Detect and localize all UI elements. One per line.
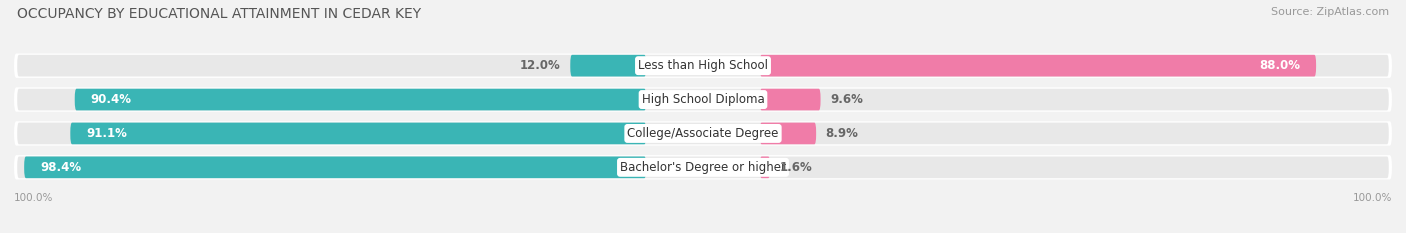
Text: 1.6%: 1.6% (779, 161, 813, 174)
Text: High School Diploma: High School Diploma (641, 93, 765, 106)
Text: Less than High School: Less than High School (638, 59, 768, 72)
FancyBboxPatch shape (759, 123, 815, 144)
FancyBboxPatch shape (70, 123, 647, 144)
FancyBboxPatch shape (571, 55, 647, 76)
Text: Bachelor's Degree or higher: Bachelor's Degree or higher (620, 161, 786, 174)
FancyBboxPatch shape (17, 157, 1389, 178)
FancyBboxPatch shape (14, 121, 1392, 146)
Text: 9.6%: 9.6% (830, 93, 863, 106)
Text: 100.0%: 100.0% (14, 193, 53, 203)
Text: 12.0%: 12.0% (520, 59, 561, 72)
FancyBboxPatch shape (759, 55, 1316, 76)
FancyBboxPatch shape (17, 123, 1389, 144)
Text: OCCUPANCY BY EDUCATIONAL ATTAINMENT IN CEDAR KEY: OCCUPANCY BY EDUCATIONAL ATTAINMENT IN C… (17, 7, 420, 21)
Text: 90.4%: 90.4% (90, 93, 132, 106)
FancyBboxPatch shape (14, 87, 1392, 112)
Text: 98.4%: 98.4% (39, 161, 82, 174)
FancyBboxPatch shape (759, 89, 821, 110)
FancyBboxPatch shape (759, 157, 770, 178)
Text: 100.0%: 100.0% (1353, 193, 1392, 203)
FancyBboxPatch shape (17, 55, 1389, 76)
FancyBboxPatch shape (75, 89, 647, 110)
Text: Source: ZipAtlas.com: Source: ZipAtlas.com (1271, 7, 1389, 17)
Text: College/Associate Degree: College/Associate Degree (627, 127, 779, 140)
FancyBboxPatch shape (17, 89, 1389, 110)
FancyBboxPatch shape (24, 157, 647, 178)
Text: 8.9%: 8.9% (825, 127, 859, 140)
FancyBboxPatch shape (14, 155, 1392, 180)
Text: 91.1%: 91.1% (86, 127, 127, 140)
FancyBboxPatch shape (14, 53, 1392, 78)
Text: 88.0%: 88.0% (1260, 59, 1301, 72)
